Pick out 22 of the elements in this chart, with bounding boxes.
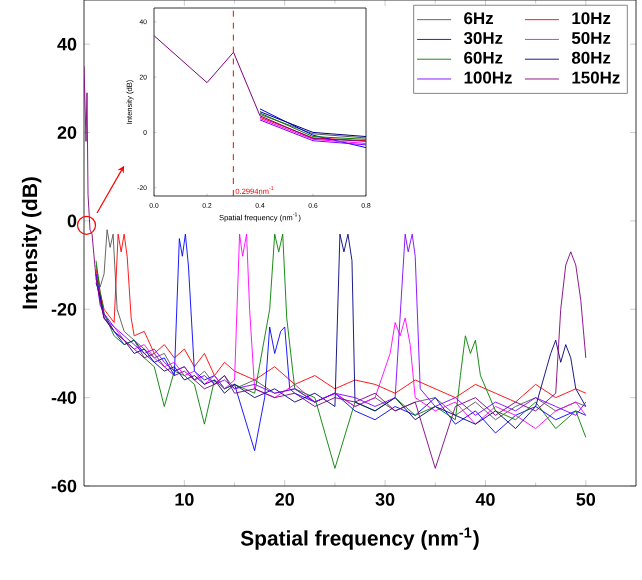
- y-tick-label: -60: [51, 479, 77, 493]
- legend-label: 100Hz: [464, 71, 512, 84]
- line-series: [154, 35, 366, 142]
- x-tick-label: 30: [375, 493, 395, 506]
- legend-label: 50Hz: [571, 32, 611, 44]
- x-tick-label: 20: [275, 493, 294, 506]
- legend-label: 6Hz: [464, 12, 494, 25]
- y-tick-label: 20: [57, 126, 77, 139]
- y-tick-label: -40: [51, 391, 77, 404]
- legend-label: 30Hz: [463, 32, 503, 45]
- y-tick-label: 0: [67, 214, 77, 228]
- legend-label: 10Hz: [572, 12, 611, 25]
- y-tick-label: 40: [57, 37, 77, 51]
- x-axis-title: Spatial frequency (nm$^{-1}$): [240, 527, 479, 550]
- legend-label: 80Hz: [571, 51, 611, 64]
- legend-label: 60Hz: [464, 51, 503, 64]
- legend-label: 150Hz: [572, 71, 620, 84]
- x-tick-label: 10: [175, 493, 194, 506]
- y-tick-label: -20: [51, 302, 77, 316]
- y-axis-title: Intensity (dB): [21, 177, 42, 309]
- x-tick-label: 40: [475, 493, 495, 506]
- x-tick-label: 50: [576, 493, 596, 506]
